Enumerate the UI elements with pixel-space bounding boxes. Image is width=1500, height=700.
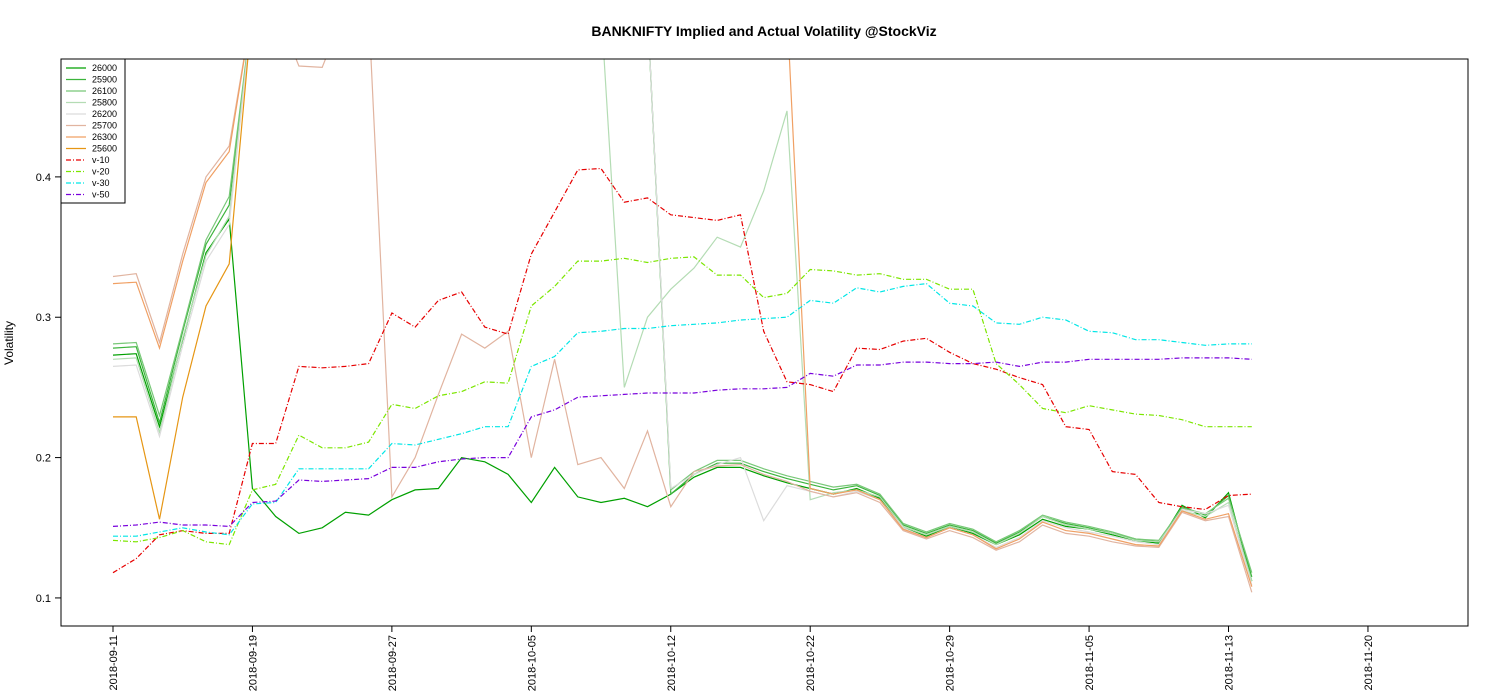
series-line-25800 bbox=[112, 59, 1253, 582]
y-tick-label: 0.1 bbox=[36, 593, 51, 605]
legend-label: 25800 bbox=[92, 98, 117, 108]
series-line-26300 bbox=[112, 59, 1253, 587]
legend-label: 26000 bbox=[92, 63, 117, 73]
series-line-v-20 bbox=[112, 256, 1252, 546]
plot-frame bbox=[60, 58, 1469, 627]
x-tick-label: 2018-10-05 bbox=[526, 635, 538, 691]
legend-label: 25600 bbox=[92, 144, 117, 154]
x-tick-label: 2018-09-11 bbox=[108, 635, 120, 690]
series-line-26200 bbox=[112, 59, 1253, 586]
y-axis-label: Volatility bbox=[2, 321, 16, 365]
legend-label: v-30 bbox=[92, 178, 110, 188]
legend-box bbox=[60, 58, 126, 204]
x-tick-label: 2018-09-27 bbox=[387, 635, 399, 691]
x-tick-label: 2018-10-22 bbox=[805, 635, 817, 691]
series-line-v-50 bbox=[112, 357, 1252, 528]
legend-label: 25700 bbox=[92, 121, 117, 131]
x-tick-label: 2018-11-20 bbox=[1363, 635, 1375, 690]
chart-title: BANKNIFTY Implied and Actual Volatility … bbox=[591, 23, 936, 39]
legend-label: v-50 bbox=[92, 190, 110, 200]
legend-label: 26100 bbox=[92, 86, 117, 96]
series-line-25900 bbox=[112, 59, 1253, 578]
y-tick-label: 0.4 bbox=[36, 172, 51, 184]
x-tick-label: 2018-10-29 bbox=[945, 635, 957, 691]
x-tick-label: 2018-10-12 bbox=[666, 635, 678, 691]
series-line-25700 bbox=[112, 59, 1253, 593]
series-line-v-30 bbox=[113, 282, 1252, 537]
legend-label: 25900 bbox=[92, 75, 117, 85]
legend-label: v-20 bbox=[92, 167, 110, 177]
series-layer bbox=[112, 59, 1253, 593]
series-line-26000 bbox=[112, 217, 1253, 582]
legend-label: 26200 bbox=[92, 109, 117, 119]
series-line-25600 bbox=[113, 59, 249, 520]
axes: 0.1 0.2 0.3 0.4 2018-09-11 2018-09-19 2018-09-… bbox=[36, 172, 1375, 691]
series-line-v-10 bbox=[112, 167, 1252, 574]
x-tick-label: 2018-11-13 bbox=[1224, 635, 1236, 690]
x-tick-label: 2018-09-19 bbox=[247, 635, 259, 691]
y-tick-label: 0.3 bbox=[36, 312, 51, 324]
legend-label: 26300 bbox=[92, 132, 117, 142]
legend-label: v-10 bbox=[92, 155, 110, 165]
x-tick-label: 2018-11-05 bbox=[1084, 635, 1096, 690]
y-tick-label: 0.2 bbox=[36, 453, 51, 465]
